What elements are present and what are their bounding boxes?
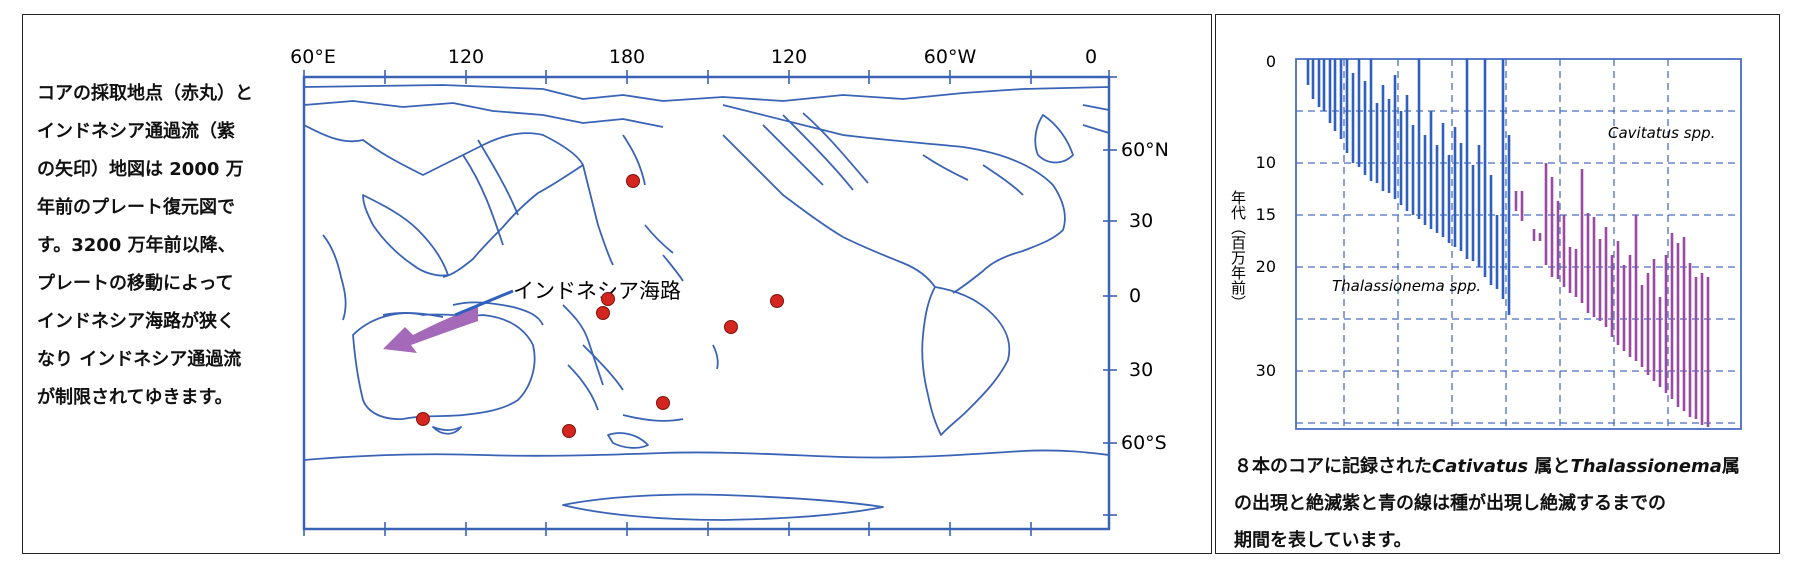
range-chart-caption: ８本のコアに記録されたCativatus 属とThalassionema属 の出… [1234,448,1774,559]
lat-label: 60°N [1121,139,1169,161]
throughflow-arrow [383,307,478,353]
lon-label: 0 [1085,46,1097,68]
lon-label: 60°W [924,46,977,68]
y-tick: 0 [1266,52,1276,71]
map-frame [302,75,1111,531]
lon-label: 120 [771,46,807,68]
core-site [562,424,576,438]
lon-label: 60°E [290,46,336,68]
lon-label: 120 [448,46,484,68]
y-tick: 20 [1256,257,1276,276]
seaway-label: インドネシア海路 [513,279,681,303]
lat-label: 30 [1129,359,1153,381]
core-site [416,412,430,426]
y-tick: 15 [1256,205,1276,224]
thalassionema-ranges [1306,59,1511,315]
caption-genus-2: Thalassionema [1570,456,1722,477]
core-site [724,320,738,334]
lat-label: 0 [1129,285,1141,307]
core-site [601,292,615,306]
y-axis-title: 年代（百万年前） [1229,190,1247,310]
stratigraphic-range-chart: 0 10 15 20 30 年代（百万年前） [1229,52,1742,430]
thalassionema-label: Thalassionema spp. [1332,277,1481,295]
coastlines [303,84,1110,521]
core-site [656,396,670,410]
chart-grid [1296,59,1741,429]
y-tick: 10 [1256,153,1276,172]
caption-post: 属 の出現と絶滅紫と青の線は種が出現し絶滅するまでの 期間を表しています。 [1234,456,1740,551]
core-sites [416,174,784,438]
y-tick: 30 [1256,361,1276,380]
map-description: コアの採取地点（赤丸）と インドネシア通過流（紫 の矢印）地図は 2000 万 … [37,83,253,408]
caption-genus-1: Cativatus [1432,456,1529,477]
map-ticks [303,70,1117,536]
core-site [770,294,784,308]
chart-frame [1295,58,1742,430]
cavitatus-ranges [1514,163,1710,427]
range-chart-panel: 0 10 15 20 30 年代（百万年前） [1215,14,1780,554]
core-site [626,174,640,188]
caption-pre: ８本のコアに記録された [1234,456,1432,477]
map-panel: コアの採取地点（赤丸）と インドネシア通過流（紫 の矢印）地図は 2000 万 … [22,14,1212,554]
cavitatus-label: Cavitatus spp. [1608,124,1715,142]
seaway-pointer [454,289,514,317]
lat-label: 60°S [1121,432,1167,454]
caption-mid: 属と [1528,456,1571,477]
plate-map: 60°E 120 180 120 60°W 0 60°N 30 0 30 60°… [290,46,1169,536]
core-site [596,306,610,320]
lat-label: 30 [1129,210,1153,232]
lon-label: 180 [609,46,645,68]
